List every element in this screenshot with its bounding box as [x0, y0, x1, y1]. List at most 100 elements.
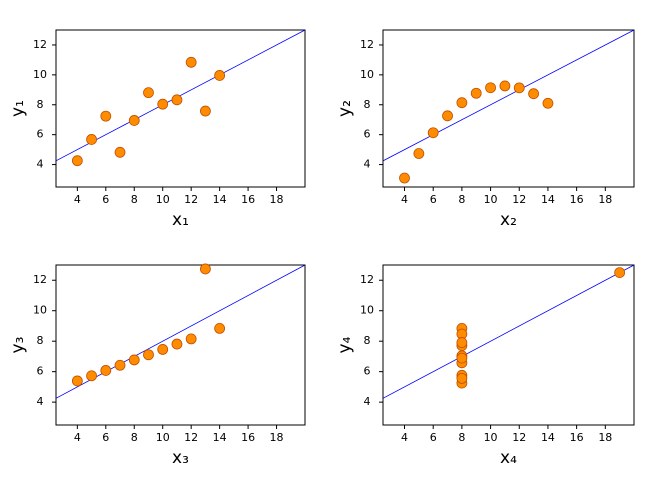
- point: [427, 127, 439, 139]
- y-tick-label: 10: [33, 68, 47, 81]
- y-tick-label: 6: [37, 128, 44, 141]
- y-tick-label: 10: [360, 304, 374, 317]
- point: [128, 115, 140, 126]
- x-tick-label: 8: [458, 193, 465, 206]
- x-tick-label: 4: [401, 431, 408, 444]
- y-tick-label: 8: [37, 98, 44, 111]
- x-tick-label: 6: [102, 431, 109, 444]
- x-tick-label: 12: [184, 193, 198, 206]
- point: [114, 146, 126, 158]
- y-tick-label: 12: [360, 38, 374, 51]
- x-tick-label: 14: [541, 193, 555, 206]
- x-tick-label: 18: [598, 193, 612, 206]
- point: [542, 97, 554, 109]
- x-tick-label: 8: [458, 431, 465, 444]
- y-tick-label: 8: [364, 98, 371, 111]
- x-tick-label: 18: [270, 193, 284, 206]
- fit-line: [383, 265, 634, 399]
- y-tick-label: 10: [33, 304, 47, 317]
- x-tick-label: 8: [131, 193, 138, 206]
- x-tick-label: 18: [598, 431, 612, 444]
- x-axis-label: x₂: [500, 210, 517, 230]
- x-tick-label: 16: [570, 431, 584, 444]
- x-tick-label: 10: [156, 431, 170, 444]
- fit-line: [56, 30, 305, 162]
- x-tick-label: 10: [484, 193, 498, 206]
- x-tick-label: 6: [430, 431, 437, 444]
- point: [157, 98, 169, 110]
- y-tick-label: 4: [364, 395, 371, 408]
- point: [171, 94, 183, 106]
- y-tick-label: 8: [364, 334, 371, 347]
- x-tick-label: 8: [131, 431, 138, 444]
- fit-line: [56, 265, 305, 399]
- y-axis-label: y₃: [8, 337, 28, 354]
- x-tick-label: 12: [184, 431, 198, 444]
- point: [442, 110, 453, 122]
- x-tick-label: 6: [430, 193, 437, 206]
- x-axis-label: x₃: [172, 448, 189, 468]
- point: [470, 87, 482, 99]
- point: [214, 322, 226, 334]
- point: [185, 56, 197, 68]
- plot-frame: [382, 29, 635, 188]
- plot-frame: [382, 264, 635, 426]
- y-tick-label: 6: [37, 365, 44, 378]
- fit-line: [383, 30, 634, 162]
- plot-frame: [55, 29, 306, 188]
- y-tick-label: 4: [37, 395, 44, 408]
- point: [513, 82, 525, 94]
- point: [71, 375, 83, 387]
- x-axis-label: x₄: [500, 448, 517, 468]
- x-tick-label: 16: [241, 193, 255, 206]
- x-tick-label: 12: [512, 193, 526, 206]
- y-tick-label: 4: [37, 158, 44, 171]
- x-tick-label: 14: [213, 431, 227, 444]
- point: [399, 172, 410, 184]
- x-tick-label: 14: [541, 431, 555, 444]
- x-tick-label: 4: [401, 193, 408, 206]
- point: [128, 354, 140, 366]
- x-tick-label: 16: [241, 431, 255, 444]
- plot-frame: [55, 264, 306, 426]
- y-tick-label: 6: [364, 365, 371, 378]
- y-tick-label: 12: [360, 273, 374, 286]
- x-tick-label: 10: [156, 193, 170, 206]
- x-tick-label: 4: [74, 431, 81, 444]
- y-tick-label: 4: [364, 158, 371, 171]
- y-tick-label: 12: [33, 38, 47, 51]
- point: [86, 370, 97, 382]
- point: [499, 80, 511, 92]
- point: [185, 333, 197, 345]
- point: [413, 148, 425, 159]
- x-tick-label: 6: [102, 193, 109, 206]
- point: [214, 70, 226, 81]
- y-tick-label: 10: [360, 68, 374, 81]
- x-tick-label: 14: [213, 193, 227, 206]
- point: [100, 110, 112, 122]
- point: [143, 87, 154, 99]
- x-tick-label: 4: [74, 193, 81, 206]
- y-axis-label: y₄: [335, 336, 355, 353]
- point: [528, 88, 539, 100]
- point: [71, 155, 83, 167]
- x-tick-label: 10: [484, 431, 498, 444]
- point: [100, 365, 112, 376]
- y-tick-label: 8: [37, 334, 44, 347]
- y-axis-label: y₁: [8, 100, 28, 117]
- x-tick-label: 16: [570, 193, 584, 206]
- point: [86, 134, 97, 145]
- x-tick-label: 12: [512, 431, 526, 444]
- point: [199, 263, 211, 275]
- point: [114, 359, 126, 371]
- x-tick-label: 18: [270, 431, 284, 444]
- point: [614, 267, 626, 279]
- y-axis-label: y₂: [335, 100, 355, 117]
- point: [456, 97, 468, 109]
- y-tick-label: 12: [33, 273, 47, 286]
- point: [456, 372, 468, 384]
- point: [485, 82, 496, 94]
- point: [199, 105, 211, 117]
- y-tick-label: 6: [364, 128, 371, 141]
- point: [456, 337, 468, 348]
